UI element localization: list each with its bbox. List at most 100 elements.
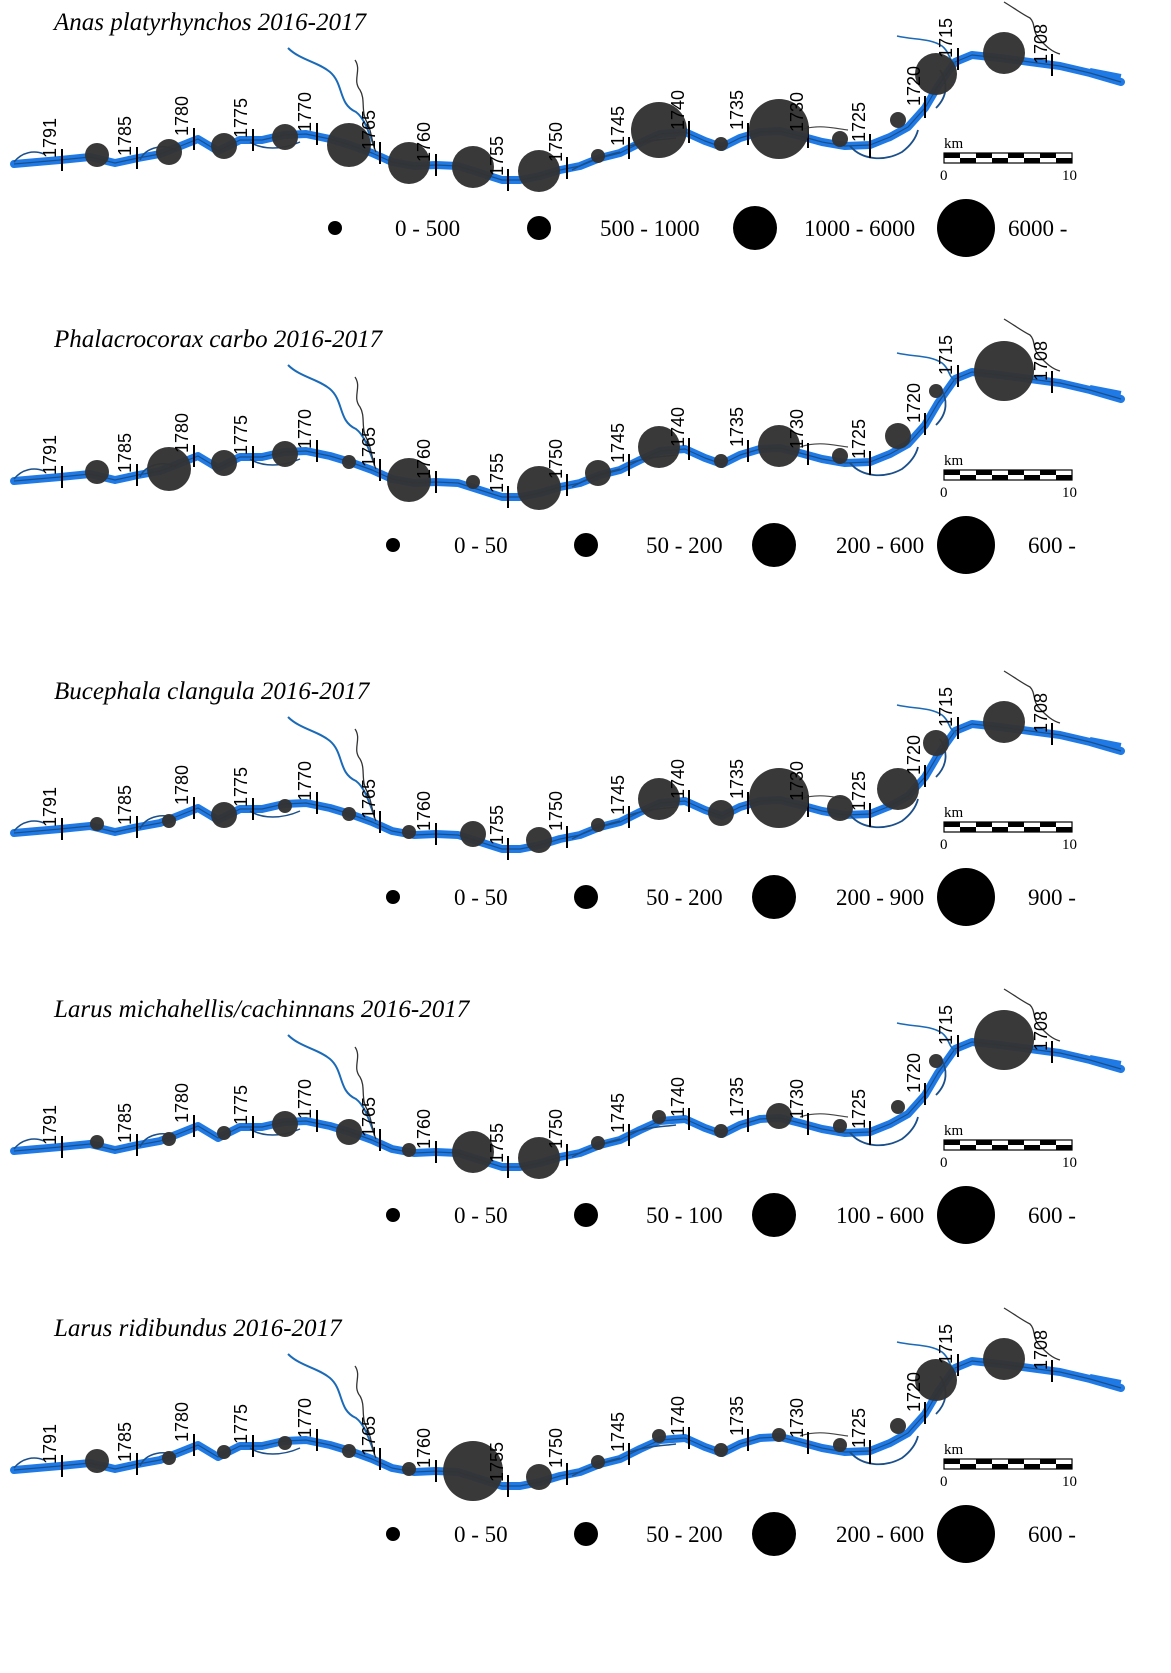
river-km-label: 1780 <box>172 1083 192 1123</box>
abundance-bubble <box>766 1103 792 1129</box>
river-km-label: 1785 <box>115 116 135 156</box>
abundance-bubble <box>890 1418 906 1434</box>
river-km-label: 1770 <box>295 409 315 449</box>
legend-label: 0 - 500 <box>395 216 460 241</box>
river-km-label: 1775 <box>231 767 251 807</box>
legend-label: 200 - 900 <box>836 885 924 910</box>
abundance-bubble <box>402 1462 416 1476</box>
river-km-label: 1760 <box>414 1109 434 1149</box>
river-km-label: 1715 <box>936 1005 956 1045</box>
legend-label: 6000 - <box>1008 216 1067 241</box>
river-km-label: 1730 <box>787 409 807 449</box>
river-km-label: 1720 <box>904 1053 924 1093</box>
river-km-label: 1750 <box>546 1428 566 1468</box>
legend-symbol <box>937 868 995 926</box>
legend-label: 50 - 200 <box>646 1522 723 1547</box>
legend-label: 200 - 600 <box>836 1522 924 1547</box>
abundance-bubble <box>336 1119 362 1145</box>
abundance-bubble <box>631 102 687 158</box>
river-km-label: 1725 <box>849 771 869 811</box>
river-km-label: 1750 <box>546 122 566 162</box>
river-km-label: 1775 <box>231 98 251 138</box>
river-km-label: 1708 <box>1031 24 1051 64</box>
river-km-label: 1785 <box>115 433 135 473</box>
river-km-label: 1740 <box>668 1396 688 1436</box>
legend-symbol <box>386 890 400 904</box>
river-km-label: 1791 <box>40 1424 60 1464</box>
map-panel: Larus michahellis/cachinnans 2016-2017 17… <box>14 989 1121 1244</box>
abundance-bubble <box>714 1124 728 1138</box>
map-panel: Larus ridibundus 2016-2017 1791 1785 1780 17… <box>14 1308 1121 1563</box>
river-km-label: 1785 <box>115 1422 135 1462</box>
abundance-bubble <box>85 1449 109 1473</box>
river-km-label: 1715 <box>936 18 956 58</box>
abundance-bubble <box>402 1143 416 1157</box>
river-km-label: 1750 <box>546 791 566 831</box>
legend-label: 0 - 50 <box>454 885 508 910</box>
river-km-label: 1720 <box>904 735 924 775</box>
abundance-bubble <box>90 1135 104 1149</box>
legend-symbol <box>574 1203 598 1227</box>
scale-bar-tick-label: 10 <box>1062 168 1077 184</box>
legend-symbol <box>386 538 400 552</box>
river-km-label: 1740 <box>668 759 688 799</box>
river-km-label: 1791 <box>40 435 60 475</box>
abundance-bubble <box>708 800 734 826</box>
abundance-bubble <box>833 1438 847 1452</box>
river-km-label: 1791 <box>40 118 60 158</box>
abundance-bubble <box>714 1443 728 1457</box>
river-km-label: 1715 <box>936 1324 956 1364</box>
river-km-label: 1791 <box>40 1105 60 1145</box>
legend-label: 600 - <box>1028 1522 1076 1547</box>
abundance-bubble <box>929 384 943 398</box>
abundance-bubble <box>443 1441 503 1501</box>
river-km-label: 1760 <box>414 439 434 479</box>
abundance-bubble <box>591 149 605 163</box>
abundance-bubble <box>877 768 919 810</box>
river-km-label: 1745 <box>608 1412 628 1452</box>
abundance-bubble <box>452 1131 494 1173</box>
abundance-bubble <box>342 807 356 821</box>
legend-label: 50 - 100 <box>646 1203 723 1228</box>
abundance-bubble <box>652 1110 666 1124</box>
river-km-label: 1780 <box>172 765 192 805</box>
abundance-bubble <box>638 426 680 468</box>
river-km-label: 1730 <box>787 1398 807 1438</box>
abundance-bubble <box>217 1445 231 1459</box>
river-km-label: 1715 <box>936 335 956 375</box>
river-km-label: 1735 <box>727 1077 747 1117</box>
legend-label: 500 - 1000 <box>600 216 700 241</box>
abundance-bubble <box>162 1451 176 1465</box>
river-km-label: 1745 <box>608 1093 628 1133</box>
river-km-label: 1735 <box>727 90 747 130</box>
river-km-label: 1730 <box>787 761 807 801</box>
river-km-label: 1745 <box>608 106 628 146</box>
scale-bar-unit: km <box>944 136 964 152</box>
abundance-bubble <box>327 123 371 167</box>
legend-label: 50 - 200 <box>646 533 723 558</box>
river-km-label: 1725 <box>849 419 869 459</box>
legend-label: 50 - 200 <box>646 885 723 910</box>
river-km-label: 1740 <box>668 407 688 447</box>
river-km-label: 1755 <box>487 805 507 845</box>
river-km-label: 1730 <box>787 1079 807 1119</box>
map-panel: Bucephala clangula 2016-2017 1791 1785 1780… <box>14 671 1121 926</box>
river-km-label: 1770 <box>295 761 315 801</box>
abundance-bubble <box>162 814 176 828</box>
scale-bar-tick-label: 10 <box>1062 1474 1077 1490</box>
legend-symbol <box>328 221 342 235</box>
abundance-bubble <box>217 1126 231 1140</box>
abundance-bubble <box>90 817 104 831</box>
abundance-bubble <box>833 1119 847 1133</box>
river-km-label: 1735 <box>727 759 747 799</box>
river-km-label: 1740 <box>668 1077 688 1117</box>
abundance-bubble <box>758 425 800 467</box>
river-km-label: 1765 <box>359 1416 379 1456</box>
river-km-label: 1725 <box>849 102 869 142</box>
legend-label: 900 - <box>1028 885 1076 910</box>
abundance-bubble <box>518 150 560 192</box>
legend-symbol <box>937 1186 995 1244</box>
abundance-bubble <box>923 730 949 756</box>
river-km-label: 1715 <box>936 687 956 727</box>
